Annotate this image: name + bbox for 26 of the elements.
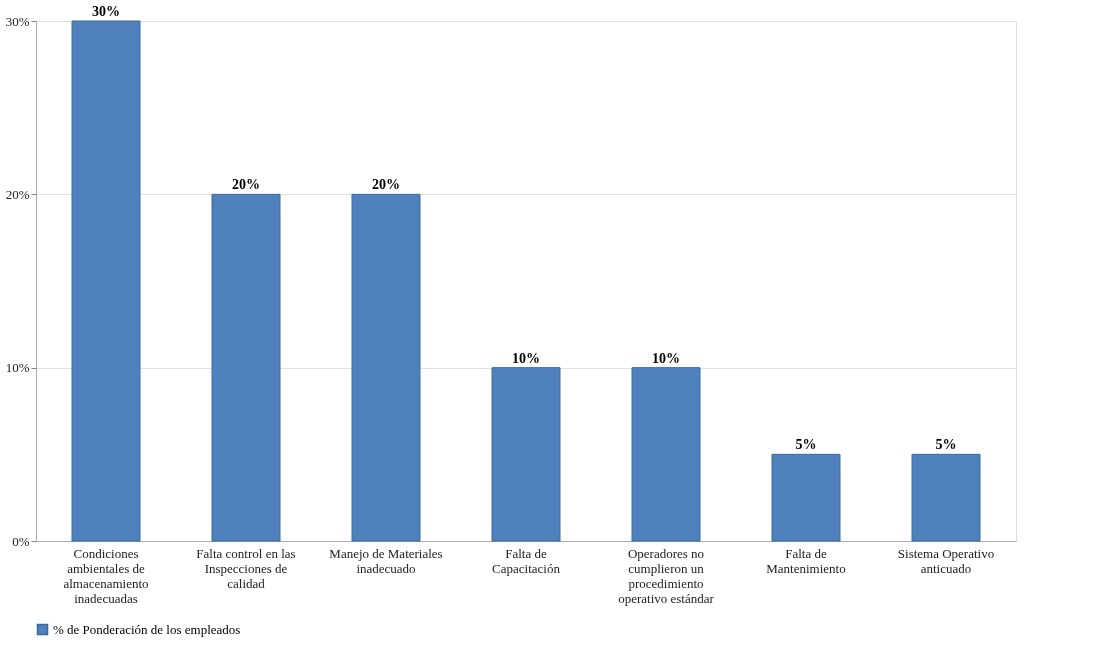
data-label: 30% (92, 4, 120, 19)
y-tick-label: 20% (5, 186, 30, 202)
x-tick-label: Sistema Operativo anticuado (897, 545, 995, 576)
bar (351, 193, 421, 542)
data-label: 10% (512, 350, 540, 366)
bar (771, 453, 841, 542)
y-tick-label: 30% (5, 13, 30, 29)
bar (911, 453, 981, 542)
x-tick-label: Falta de Mantenimiento (766, 545, 846, 576)
bar (491, 367, 561, 542)
data-label: 20% (372, 177, 400, 193)
y-tick-label: 0% (12, 533, 30, 549)
legend-label: % de Ponderación de los empleados (53, 621, 241, 637)
x-tick-label: Manejo de Materiales inadecuado (329, 545, 443, 576)
x-tick-label: Falta de Capacitación (492, 545, 561, 576)
x-tick-label: Falta control en las Inspecciones de calidad (196, 545, 296, 591)
data-label: 20% (232, 177, 260, 193)
bar (71, 20, 141, 542)
data-label: 10% (652, 350, 680, 366)
x-tick-label: Condiciones ambientales de almacenamiento inadecuadas (63, 545, 149, 606)
x-tick-label: Operadores no cumplieron un procedimiento operativo estándar (618, 545, 715, 606)
bar (211, 193, 281, 542)
data-label: 5% (795, 437, 817, 453)
y-tick-label: 10% (5, 360, 30, 376)
data-label: 5% (935, 437, 957, 453)
bar (631, 367, 701, 542)
